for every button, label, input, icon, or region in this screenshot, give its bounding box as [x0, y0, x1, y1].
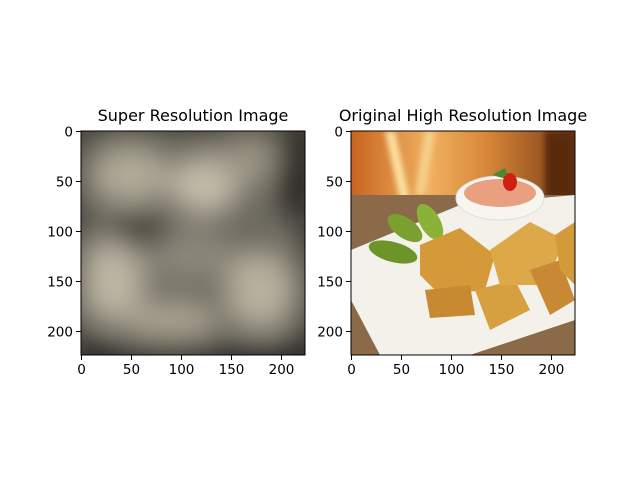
x-tick-label: 150: [489, 362, 515, 378]
y-tick-label: 150: [47, 275, 73, 291]
y-tick-label: 200: [317, 325, 343, 341]
y-tick-label: 50: [326, 175, 343, 191]
axes-frame: [350, 130, 576, 356]
y-tick-label: 0: [64, 125, 73, 141]
x-tick-label: 50: [123, 362, 140, 378]
x-tick-label: 100: [439, 362, 465, 378]
axes-frame: [80, 130, 306, 356]
y-tick-label: 50: [56, 175, 73, 191]
x-tick-label: 150: [219, 362, 245, 378]
super-resolution-image: [81, 131, 305, 355]
original-image: [351, 131, 575, 355]
x-tick-label: 50: [393, 362, 410, 378]
y-tick-label: 150: [317, 275, 343, 291]
y-tick-label: 100: [317, 225, 343, 241]
chart-title: Original High Resolution Image: [339, 106, 587, 125]
x-tick-label: 100: [169, 362, 195, 378]
chart-title: Super Resolution Image: [98, 106, 289, 125]
y-tick-label: 200: [47, 325, 73, 341]
y-tick-label: 100: [47, 225, 73, 241]
x-tick-label: 0: [77, 362, 86, 378]
x-tick-label: 200: [539, 362, 565, 378]
x-tick-label: 200: [269, 362, 295, 378]
x-tick-label: 0: [347, 362, 356, 378]
y-tick-label: 0: [334, 125, 343, 141]
